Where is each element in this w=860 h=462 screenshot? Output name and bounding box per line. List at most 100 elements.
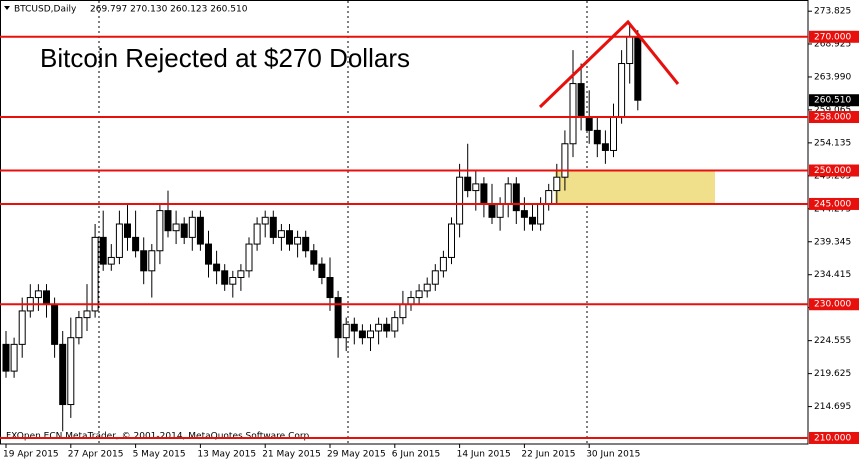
candle-body (601, 143, 609, 151)
candle-body (391, 317, 399, 332)
level-label: 245.000 (814, 199, 851, 209)
x-tick-label: 13 May 2015 (197, 450, 256, 460)
candle-body (350, 323, 358, 332)
candle-body (618, 63, 626, 118)
current-price-box (809, 94, 859, 107)
y-tick-label: 254.135 (814, 138, 851, 148)
x-tick-label: 22 Jun 2015 (521, 450, 575, 460)
candle-body (448, 223, 455, 258)
candle-body (561, 143, 569, 178)
candle-body (172, 223, 180, 232)
candle-body (107, 256, 115, 265)
candle-body (91, 236, 99, 312)
y-tick-label: 239.345 (814, 237, 851, 247)
candle-body (504, 183, 512, 205)
x-tick-label: 5 May 2015 (133, 450, 186, 460)
trend-annotation (538, 19, 680, 109)
y-tick-label: 268.925 (814, 39, 851, 49)
candle-body (318, 263, 326, 278)
y-tick-label: 259.065 (814, 105, 851, 115)
candle-body (634, 36, 642, 101)
candle-body (205, 243, 212, 265)
candle-body (229, 277, 237, 285)
candle-body (375, 323, 383, 332)
level-label-box (809, 431, 859, 444)
level-label-box (809, 197, 859, 210)
y-tick-label: 273.825 (814, 7, 851, 17)
level-label-box (809, 298, 859, 311)
candle-body (342, 323, 350, 339)
candle-body (456, 176, 464, 225)
support-zone (555, 170, 715, 204)
current-price-label: 260.510 (814, 96, 851, 106)
candle-body (520, 210, 528, 218)
candle-body (34, 290, 42, 299)
candle-body (626, 36, 634, 65)
x-tick-label: 21 May 2015 (262, 450, 321, 460)
candle-body (164, 210, 172, 232)
candle-body (439, 256, 447, 272)
y-tick-label: 214.695 (814, 402, 851, 412)
candle-body (148, 250, 156, 272)
candle-body (310, 250, 318, 265)
candle-body (423, 283, 431, 292)
level-label: 250.000 (814, 166, 851, 176)
x-tick-label: 6 Jun 2015 (392, 450, 440, 460)
candle-body (302, 236, 310, 252)
x-tick-label: 14 Jun 2015 (457, 450, 511, 460)
y-tick-label: 224.555 (814, 336, 851, 346)
candle-body (132, 236, 140, 252)
level-label: 270.000 (814, 32, 851, 42)
annotation-title: Bitcoin Rejected at $270 Dollars (40, 43, 410, 73)
x-tick-label: 27 Apr 2015 (68, 450, 124, 460)
candle-body (277, 230, 285, 238)
y-tick-label: 219.625 (814, 369, 851, 379)
candle-body (294, 236, 302, 245)
level-label: 230.000 (814, 300, 851, 310)
candle-body (569, 83, 577, 145)
candle-body (75, 317, 83, 339)
candle-body (383, 323, 391, 332)
candle-body (496, 203, 504, 218)
candle-body (156, 210, 164, 252)
y-tick-label: 263.990 (814, 72, 851, 82)
candle-body (585, 116, 593, 131)
plot-frame (0, 0, 809, 445)
candle-body (213, 263, 221, 272)
candle-body (358, 330, 366, 339)
candle-body (472, 183, 480, 192)
candle-body (51, 303, 59, 345)
ohlc-readout: 269.797 270.130 260.123 260.510 (90, 5, 248, 15)
y-tick-label: 234.415 (814, 270, 851, 280)
candle-body (407, 297, 415, 305)
candle-body (553, 176, 561, 192)
candle-body (488, 203, 496, 218)
candle-body (399, 303, 407, 319)
candle-body (334, 297, 342, 339)
candle-body (2, 343, 10, 372)
candle-body (593, 129, 601, 145)
candle-body (537, 203, 545, 225)
candle-body (480, 183, 488, 205)
candle-body (431, 270, 439, 285)
candle-body (221, 270, 229, 285)
candle-body (196, 216, 204, 245)
candle-body (245, 243, 253, 272)
candle-body (545, 190, 553, 205)
candle-body (43, 290, 50, 305)
candle-body (10, 343, 18, 372)
level-label: 210.000 (814, 433, 851, 443)
candle-body (367, 330, 374, 339)
candle-body (83, 310, 91, 319)
level-label-box (809, 30, 859, 43)
candle-body (115, 223, 123, 258)
candle-body (415, 290, 423, 299)
candle-body (18, 310, 26, 345)
level-label-box (809, 164, 859, 177)
candle-body (67, 337, 75, 406)
candle-body (286, 230, 293, 245)
level-label: 258.000 (814, 113, 851, 123)
candle-body (253, 223, 261, 245)
candle-body (464, 176, 472, 192)
